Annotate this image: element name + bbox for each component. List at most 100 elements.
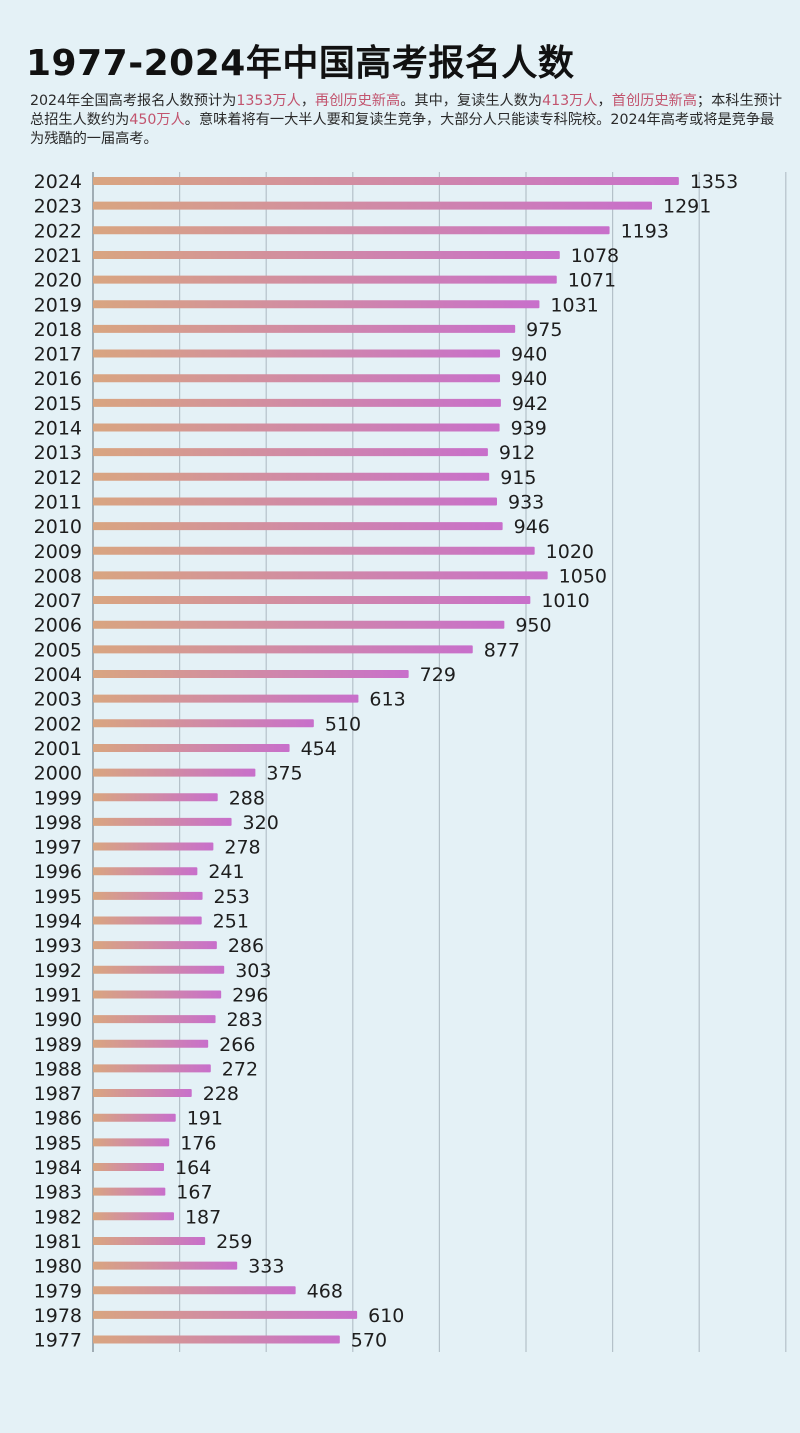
bar-2023 bbox=[93, 201, 653, 210]
bar-value-label: 1071 bbox=[568, 270, 616, 292]
bar-1977 bbox=[93, 1335, 340, 1344]
year-tick-label: 2012 bbox=[34, 467, 82, 489]
bar-value-label: 877 bbox=[484, 639, 520, 661]
bar-value-label: 950 bbox=[515, 615, 551, 637]
bar-2017 bbox=[93, 349, 501, 358]
year-tick-label: 2019 bbox=[34, 294, 82, 316]
bar-2021 bbox=[93, 250, 560, 259]
bar-1989 bbox=[93, 1039, 209, 1048]
year-tick-label: 1980 bbox=[34, 1256, 82, 1278]
year-tick-label: 2018 bbox=[34, 319, 82, 341]
year-tick-label: 1998 bbox=[34, 812, 82, 834]
bar-2005 bbox=[93, 645, 473, 654]
bar-1994 bbox=[93, 916, 202, 925]
bar-1984 bbox=[93, 1163, 165, 1171]
bar-1980 bbox=[93, 1261, 238, 1270]
year-tick-label: 1979 bbox=[34, 1280, 82, 1302]
bar-value-label: 288 bbox=[229, 787, 265, 809]
description-text: ， bbox=[300, 93, 316, 109]
bar-1986 bbox=[93, 1113, 176, 1122]
year-tick-label: 1993 bbox=[34, 935, 82, 957]
year-tick-label: 1977 bbox=[34, 1330, 82, 1352]
bar-2003 bbox=[93, 694, 359, 703]
bar-value-label: 303 bbox=[235, 960, 271, 982]
bar-2010 bbox=[93, 522, 503, 531]
bar-1985 bbox=[93, 1138, 170, 1147]
bar-value-label: 253 bbox=[214, 886, 250, 908]
bar-value-label: 296 bbox=[232, 984, 268, 1006]
bar-1996 bbox=[93, 867, 198, 876]
bar-2001 bbox=[93, 743, 290, 752]
year-tick-label: 2015 bbox=[34, 393, 82, 415]
page-title: 1977-2024年中国高考报名人数 bbox=[26, 43, 575, 84]
year-tick-label: 2016 bbox=[34, 368, 82, 390]
bar-value-label: 167 bbox=[176, 1182, 212, 1204]
bar-value-label: 333 bbox=[248, 1256, 284, 1278]
bar-2004 bbox=[93, 670, 409, 678]
year-tick-label: 1984 bbox=[34, 1157, 82, 1179]
bar-value-label: 912 bbox=[499, 442, 535, 464]
bar-2008 bbox=[93, 571, 548, 580]
bar-value-label: 191 bbox=[187, 1108, 223, 1130]
bar-1988 bbox=[93, 1064, 211, 1073]
bar-value-label: 1031 bbox=[550, 294, 598, 316]
bar-1998 bbox=[93, 817, 232, 826]
bar-2012 bbox=[93, 472, 490, 481]
bar-2013 bbox=[93, 448, 488, 457]
year-tick-label: 1991 bbox=[34, 984, 82, 1006]
bar-1987 bbox=[93, 1089, 192, 1098]
year-tick-label: 1985 bbox=[34, 1132, 82, 1154]
bar-1990 bbox=[93, 1015, 216, 1024]
bar-1999 bbox=[93, 793, 218, 802]
bar-value-label: 187 bbox=[185, 1206, 221, 1228]
bar-2018 bbox=[93, 324, 516, 333]
bar-1978 bbox=[93, 1310, 358, 1319]
bar-value-label: 375 bbox=[266, 763, 302, 785]
year-tick-label: 2002 bbox=[34, 713, 82, 735]
chart-description: 2024年全国高考报名人数预计为1353万人，再创历史新高。其中，复读生人数为4… bbox=[30, 92, 785, 149]
bar-2015 bbox=[93, 398, 501, 407]
year-tick-label: 1986 bbox=[34, 1108, 82, 1130]
year-tick-label: 2022 bbox=[34, 220, 82, 242]
year-tick-label: 1997 bbox=[34, 837, 82, 859]
year-tick-label: 1982 bbox=[34, 1206, 82, 1228]
bar-1982 bbox=[93, 1212, 174, 1221]
bar-value-label: 933 bbox=[508, 491, 544, 513]
bar-value-label: 613 bbox=[369, 689, 405, 711]
bar-value-label: 272 bbox=[222, 1058, 258, 1080]
bar-value-label: 610 bbox=[368, 1305, 404, 1327]
year-tick-label: 2001 bbox=[34, 738, 82, 760]
year-tick-label: 2013 bbox=[34, 442, 82, 464]
bar-2019 bbox=[93, 300, 540, 309]
bar-value-label: 939 bbox=[511, 418, 547, 440]
bar-value-label: 266 bbox=[219, 1034, 255, 1056]
bar-value-label: 228 bbox=[203, 1083, 239, 1105]
year-tick-label: 2020 bbox=[34, 270, 82, 292]
bar-1981 bbox=[93, 1236, 206, 1245]
year-tick-label: 1994 bbox=[34, 911, 82, 933]
bar-chart: 2024 1353 2023 1291 2022 1193 2021 1078 2020 1071… bbox=[34, 171, 787, 1352]
bar-value-label: 454 bbox=[301, 738, 337, 760]
bar-value-label: 468 bbox=[307, 1280, 343, 1302]
description-highlight: 再创历史新高 bbox=[315, 93, 401, 109]
year-tick-label: 2017 bbox=[34, 344, 82, 366]
bar-value-label: 940 bbox=[511, 344, 547, 366]
bar-2002 bbox=[93, 719, 314, 728]
bar-value-label: 1078 bbox=[571, 245, 619, 267]
year-tick-label: 2023 bbox=[34, 196, 82, 218]
year-tick-label: 2006 bbox=[34, 615, 82, 637]
bar-2011 bbox=[93, 497, 497, 506]
bar-2000 bbox=[93, 768, 256, 777]
bar-value-label: 259 bbox=[216, 1231, 252, 1253]
description-highlight: 1353万人 bbox=[236, 93, 301, 109]
bar-value-label: 570 bbox=[351, 1330, 387, 1352]
bar-2014 bbox=[93, 423, 500, 432]
bar-value-label: 278 bbox=[224, 837, 260, 859]
year-tick-label: 2008 bbox=[34, 565, 82, 587]
bar-1991 bbox=[93, 990, 222, 999]
bar-value-label: 729 bbox=[420, 664, 456, 686]
bar-value-label: 1353 bbox=[690, 171, 738, 193]
bar-value-label: 176 bbox=[180, 1132, 216, 1154]
year-tick-label: 2021 bbox=[34, 245, 82, 267]
bar-value-label: 915 bbox=[500, 467, 536, 489]
